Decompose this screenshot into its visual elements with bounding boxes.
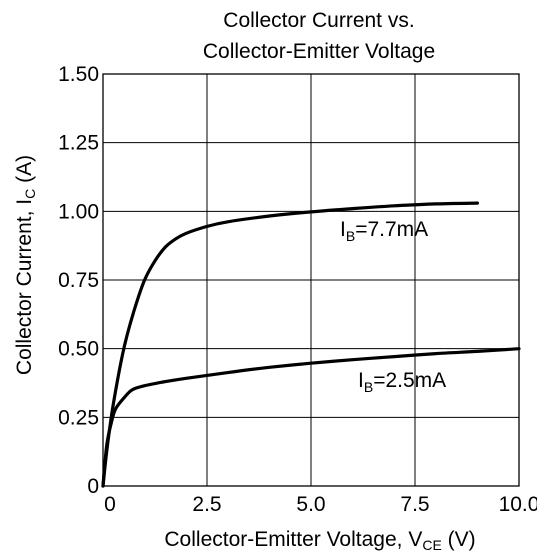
x-axis-label-main: Collector-Emitter Voltage, V [164,528,422,551]
y-tick-label: 1.00 [58,200,99,223]
y-tick-label: 0.50 [58,338,99,361]
y-tick-labels: 0 0.25 0.50 0.75 1.00 1.25 1.50 [58,63,99,498]
series-label-ib-2-5ma: IB=2.5mA [358,369,446,395]
plot-frame [102,73,520,487]
x-tick-labels: 0 2.5 5.0 7.5 10.0 [104,493,537,516]
series-label-ib-2-5ma-rest: =2.5mA [373,369,446,392]
series-label-ib-2-5ma-main: I [358,369,364,392]
series-label-ib-7-7ma: IB=7.7mA [340,218,428,244]
x-tick-label: 7.5 [400,493,429,516]
series-label-ib-7-7ma-sub: B [346,228,355,244]
x-tick-label: 0 [104,493,116,516]
chart-title-line-2: Collector-Emitter Voltage [203,40,435,63]
x-tick-label: 10.0 [499,493,537,516]
y-tick-label: 0.25 [58,406,99,429]
series-label-ib-2-5ma-sub: B [364,379,373,395]
series-label-ib-7-7ma-rest: =7.7mA [355,218,428,241]
y-axis-label-unit: (A) [13,155,36,189]
series-lines [101,201,521,488]
y-tick-label: 1.50 [58,63,99,86]
series-line-0 [101,201,479,488]
y-axis-label: Collector Current, IC (A) [13,155,38,375]
y-axis-label-sub: C [22,189,38,199]
chart-title-line-1: Collector Current vs. [223,9,414,32]
y-axis-label-main: Collector Current, I [13,199,36,375]
y-tick-label: 0 [87,475,99,498]
y-tick-label: 0.75 [58,269,99,292]
series-label-ib-7-7ma-main: I [340,218,346,241]
x-axis-label-sub: CE [422,537,441,553]
x-axis-label-unit: (V) [442,528,476,551]
grid [102,73,520,487]
x-axis-label: Collector-Emitter Voltage, VCE (V) [164,528,475,553]
x-tick-label: 5.0 [296,493,325,516]
x-tick-label: 2.5 [192,493,221,516]
series-line-1 [101,347,521,488]
y-tick-label: 1.25 [58,132,99,155]
